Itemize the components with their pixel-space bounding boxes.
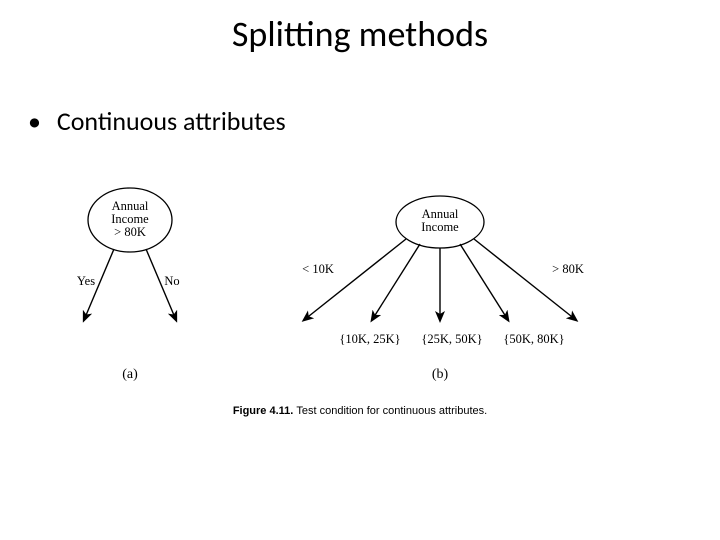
figure-caption-label: Figure 4.11.: [233, 405, 297, 417]
tree-b-node-line-1: Income: [380, 221, 500, 235]
tree-a-branch-label-1: No: [112, 275, 232, 289]
tree-b-branch-label-3: {50K, 80K}: [474, 333, 594, 347]
figure-caption-text: Test condition for continuous attributes…: [296, 405, 487, 417]
tree-a-node-line-2: > 80K: [70, 226, 190, 240]
slide: Splitting methods • Continuous attribute…: [0, 0, 720, 540]
figure-caption: Figure 4.11. Test condition for continuo…: [0, 405, 720, 417]
panel-a-label: (a): [70, 367, 190, 382]
tree-b-branch-label-4: > 80K: [508, 263, 628, 277]
tree-b-branch-label-0: < 10K: [258, 263, 378, 277]
panel-b-label: (b): [380, 367, 500, 382]
